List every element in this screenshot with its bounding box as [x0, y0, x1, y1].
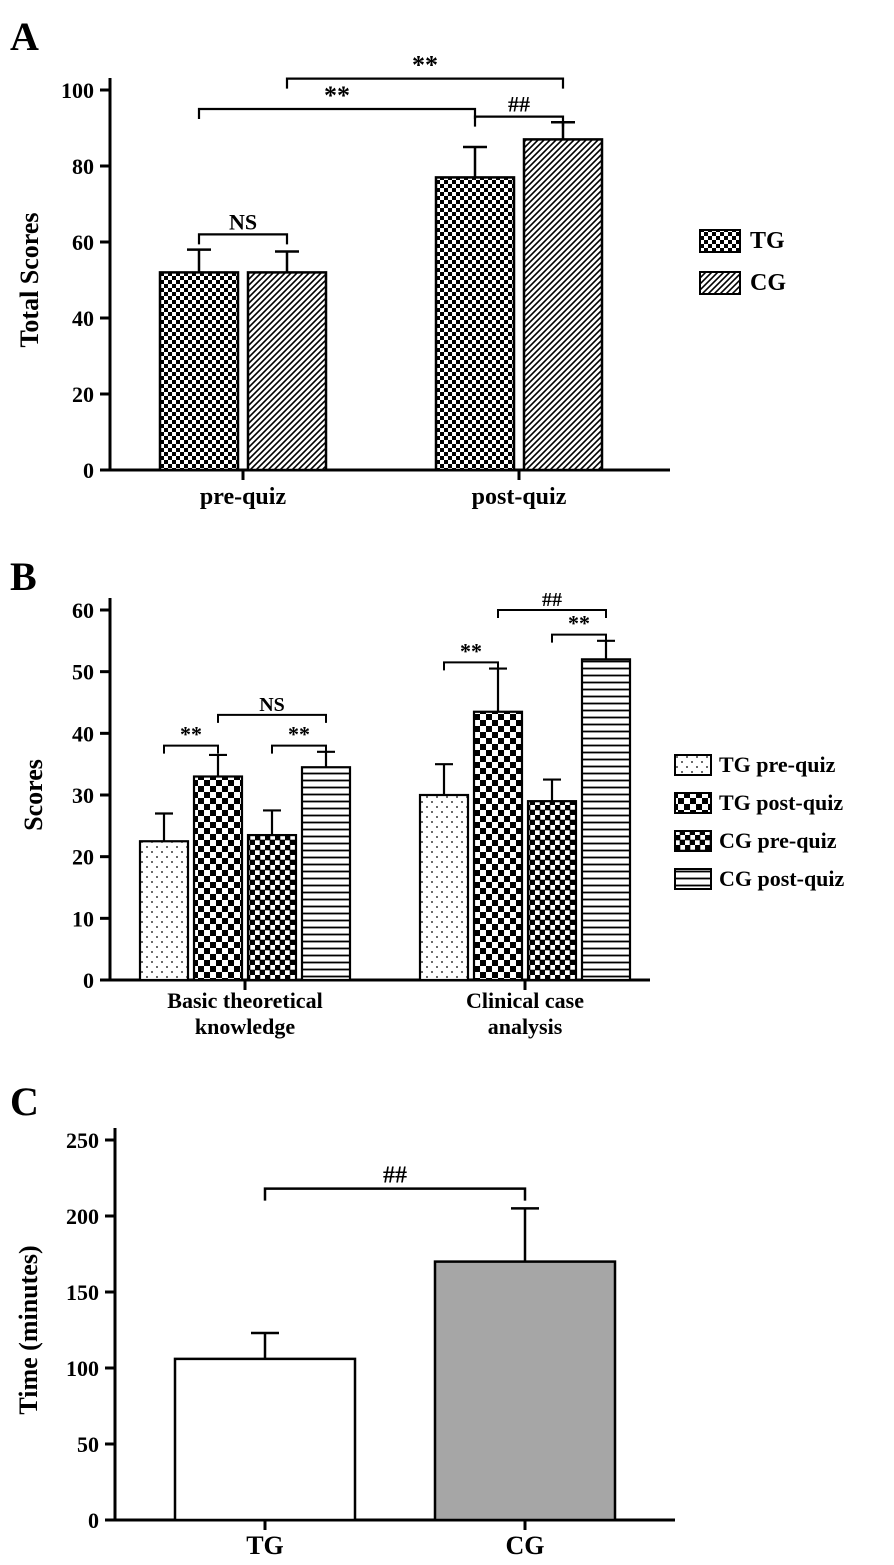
panel-a-label: A [10, 14, 39, 59]
panel-b-legend-label: TG post-quiz [719, 790, 843, 815]
panel-a-bar [160, 272, 238, 470]
panel-b-yticklabel: 40 [72, 721, 94, 746]
panel-c-annotation: ## [383, 1163, 407, 1189]
panel-b-annotation: ** [180, 722, 202, 747]
panel-b-xticklabel2: knowledge [195, 1014, 295, 1039]
panel-c-ylabel: Time (minutes) [14, 1245, 43, 1414]
panel-c-bar [175, 1359, 355, 1520]
panel-a-bar [248, 272, 326, 470]
panel-b-yticklabel: 50 [72, 660, 94, 685]
panel-a-xticklabel: pre-quiz [200, 484, 287, 510]
panel-a-legend-swatch [700, 272, 740, 294]
panel-c-bar [435, 1262, 615, 1520]
panel-a-yticklabel: 80 [72, 154, 94, 179]
panel-a-yticklabel: 20 [72, 382, 94, 407]
panel-a-ylabel: Total Scores [15, 212, 44, 347]
panel-c-yticklabel: 250 [66, 1128, 99, 1153]
panel-c-xticklabel: CG [506, 1531, 545, 1560]
panel-c-yticklabel: 0 [88, 1508, 99, 1533]
panel-b-legend-swatch [675, 831, 711, 851]
panel-a-annotation: ## [508, 92, 530, 117]
panel-b-legend-swatch [675, 793, 711, 813]
panel-b-xticklabel2: analysis [488, 1014, 563, 1039]
panel-b-annotation: NS [259, 694, 285, 716]
panel-b-bar [194, 777, 242, 981]
panel-b-bar [302, 767, 350, 980]
panel-b-bar [474, 712, 522, 980]
panel-a-annotation: NS [229, 209, 257, 234]
panel-b-bar [528, 801, 576, 980]
panel-b-bracket [164, 746, 218, 754]
panel-b-legend-swatch [675, 869, 711, 889]
panel-a-yticklabel: 100 [61, 78, 94, 103]
panel-b-yticklabel: 10 [72, 906, 94, 931]
panel-a-bar [436, 177, 514, 470]
panel-b-bar [140, 841, 188, 980]
panel-b-annotation: ** [568, 611, 590, 636]
panel-a-annotation: ** [324, 81, 350, 110]
panel-c-yticklabel: 200 [66, 1204, 99, 1229]
panel-c-yticklabel: 50 [77, 1432, 99, 1457]
panel-b-annotation: ## [542, 589, 562, 611]
panel-b-bar [420, 795, 468, 980]
panel-b-legend-label: TG pre-quiz [719, 752, 836, 777]
panel-a-bar [524, 139, 602, 470]
panel-c-label: C [10, 1079, 39, 1124]
panel-b-yticklabel: 20 [72, 845, 94, 870]
panel-b-legend-swatch [675, 755, 711, 775]
panel-b-annotation: ** [460, 638, 482, 663]
panel-a-xticklabel: post-quiz [472, 484, 567, 510]
panel-b-label: B [10, 554, 37, 599]
panel-b-yticklabel: 30 [72, 783, 94, 808]
panel-a-yticklabel: 60 [72, 230, 94, 255]
panel-a-legend-swatch [700, 230, 740, 252]
panel-b-xticklabel: Clinical case [466, 988, 584, 1013]
panel-b-legend-label: CG pre-quiz [719, 828, 837, 853]
panel-a-bracket [475, 117, 563, 127]
panel-c-yticklabel: 100 [66, 1356, 99, 1381]
panel-a-yticklabel: 40 [72, 306, 94, 331]
panel-a-legend-label: TG [750, 228, 785, 254]
panel-a-annotation: ** [412, 51, 438, 80]
panel-a-bracket [199, 109, 475, 119]
panel-c-xticklabel: TG [246, 1531, 284, 1560]
panel-b-xticklabel: Basic theoretical [167, 988, 322, 1013]
panel-b-bar [582, 659, 630, 980]
panel-b-bar [248, 835, 296, 980]
panel-a-bracket [199, 234, 287, 244]
panel-b-yticklabel: 0 [83, 968, 94, 993]
panel-c-yticklabel: 150 [66, 1280, 99, 1305]
panel-a-yticklabel: 0 [83, 458, 94, 483]
panel-b-yticklabel: 60 [72, 598, 94, 623]
panel-c-bracket [265, 1189, 525, 1201]
panel-b-legend-label: CG post-quiz [719, 866, 845, 891]
figure-svg: A020406080100Total Scorespre-quizpost-qu… [0, 0, 894, 1565]
panel-b-annotation: ** [288, 722, 310, 747]
figure-root: A020406080100Total Scorespre-quizpost-qu… [0, 0, 894, 1565]
panel-b-ylabel: Scores [19, 759, 48, 831]
panel-a-legend-label: CG [750, 270, 786, 296]
